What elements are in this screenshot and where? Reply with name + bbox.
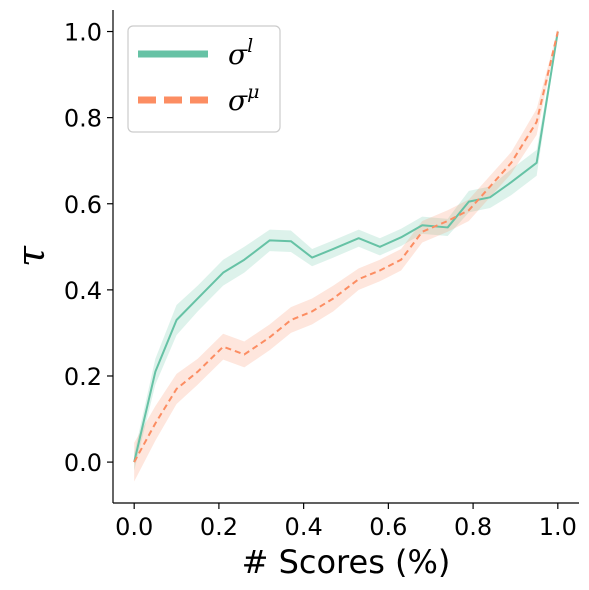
- band-series-0: [134, 29, 558, 471]
- y-tick-label: 0.2: [64, 363, 102, 391]
- legend: σl σμ: [127, 25, 281, 133]
- line-series-0: [133, 31, 559, 463]
- confidence-bands: [134, 29, 558, 482]
- y-tick-label: 1.0: [64, 19, 102, 47]
- x-tick-label: 0.6: [369, 513, 407, 541]
- legend-label-0: σl: [228, 35, 253, 71]
- x-tick-label: 0.2: [200, 513, 238, 541]
- x-tick-label: 1.0: [539, 513, 577, 541]
- y-tick-label: 0.6: [64, 191, 102, 219]
- y-tick-label: 0.8: [64, 105, 102, 133]
- series-lines: [133, 31, 559, 463]
- y-tick-label: 0.0: [64, 449, 102, 477]
- line-series-1: [133, 31, 559, 463]
- legend-label-1: σμ: [228, 81, 259, 117]
- y-axis-ticks: 0.0 0.2 0.4 0.6 0.8 1.0: [64, 19, 113, 477]
- x-tick-label: 0.8: [454, 513, 492, 541]
- x-tick-label: 0.4: [285, 513, 323, 541]
- x-tick-label: 0.0: [115, 513, 153, 541]
- legend-frame: [127, 25, 281, 133]
- y-axis-label: τ: [9, 245, 53, 267]
- x-axis-ticks: 0.0 0.2 0.4 0.6 0.8 1.0: [115, 503, 577, 541]
- y-tick-label: 0.4: [64, 277, 102, 305]
- x-axis-label: # Scores (%): [242, 543, 451, 581]
